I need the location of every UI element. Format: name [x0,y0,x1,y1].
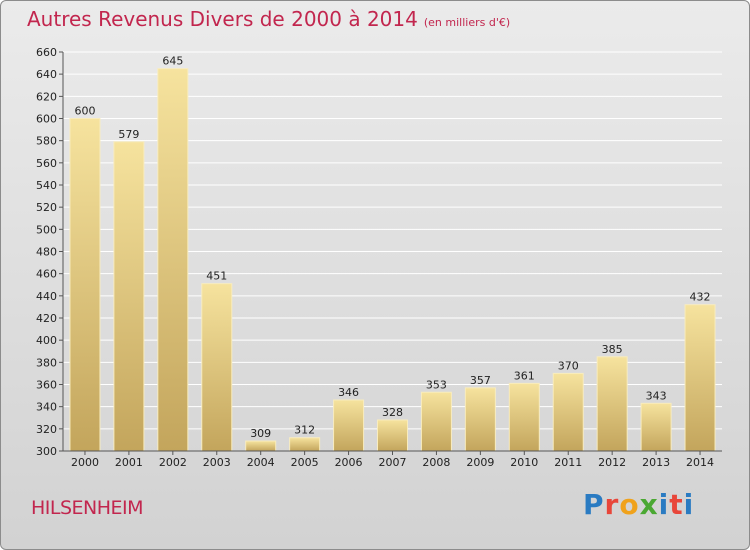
bar-2014 [684,304,716,452]
data-label-2009: 357 [470,374,491,387]
bar-2004 [245,440,277,452]
bar-2001 [113,141,145,452]
x-tick-label-2008: 2008 [422,456,450,469]
data-label-2012: 385 [602,343,623,356]
y-tick-label: 340 [36,401,57,414]
y-tick-label: 400 [36,334,57,347]
data-label-2004: 309 [250,427,271,440]
bar-2010 [508,382,540,452]
x-tick-label-2000: 2000 [71,456,99,469]
x-tick-label-2012: 2012 [598,456,626,469]
bar-2005 [289,437,321,452]
data-label-2011: 370 [558,359,579,372]
y-tick-label: 520 [36,201,57,214]
x-tick-label-2001: 2001 [115,456,143,469]
logo-letter: x [639,488,659,521]
x-tick-label-2011: 2011 [554,456,582,469]
data-label-2013: 343 [646,389,667,402]
x-tick-label-2003: 2003 [203,456,231,469]
data-label-2003: 451 [206,270,227,283]
data-label-2006: 346 [338,386,359,399]
logo-letter: i [683,488,695,521]
y-tick-label: 600 [36,113,57,126]
x-tick-label-2007: 2007 [379,456,407,469]
y-tick-label: 300 [36,445,57,458]
bar-2009 [464,387,496,452]
x-tick-label-2013: 2013 [642,456,670,469]
logo-letter: t [669,488,684,521]
y-tick-label: 540 [36,179,57,192]
y-tick-label: 660 [36,46,57,59]
data-label-2014: 432 [690,291,711,304]
bar-2011 [552,372,584,452]
y-tick-label: 500 [36,223,57,236]
data-label-2000: 600 [74,105,95,118]
x-tick-label-2005: 2005 [291,456,319,469]
chart-title-main: Autres Revenus Divers de 2000 à 2014 [27,7,418,31]
data-label-2001: 579 [118,128,139,141]
y-tick-label: 560 [36,157,57,170]
bar-2003 [201,283,233,452]
bar-2002 [157,68,189,452]
chart-title: Autres Revenus Divers de 2000 à 2014 (en … [27,7,510,31]
y-tick-label: 460 [36,268,57,281]
logo-letter: o [619,488,640,521]
data-label-2008: 353 [426,378,447,391]
y-tick-label: 480 [36,246,57,259]
data-label-2002: 645 [162,55,183,68]
x-tick-label-2010: 2010 [510,456,538,469]
data-label-2007: 328 [382,406,403,419]
bar-2013 [640,402,672,452]
y-tick-label: 580 [36,135,57,148]
y-tick-label: 380 [36,356,57,369]
data-label-2005: 312 [294,424,315,437]
data-label-2010: 361 [514,369,535,382]
logo-letter: r [604,488,620,521]
x-tick-label-2009: 2009 [466,456,494,469]
bar-2000 [69,118,101,452]
proxiti-logo: Proxiti [583,488,694,521]
y-tick-label: 640 [36,68,57,81]
x-tick-label-2006: 2006 [335,456,363,469]
bar-2007 [377,419,408,452]
bar-2006 [333,399,365,452]
y-tick-label: 360 [36,379,57,392]
y-tick-label: 440 [36,290,57,303]
bar-2012 [596,356,628,452]
logo-letter: i [658,488,670,521]
bar-2008 [420,391,452,452]
logo-letter: P [583,488,605,521]
x-tick-label-2004: 2004 [247,456,275,469]
x-tick-label-2002: 2002 [159,456,187,469]
y-tick-label: 320 [36,423,57,436]
x-tick-label-2014: 2014 [686,456,714,469]
y-tick-label: 420 [36,312,57,325]
y-tick-label: 620 [36,90,57,103]
chart-title-unit: (en milliers d'€) [423,16,511,29]
commune-name: HILSENHEIM [31,497,144,519]
